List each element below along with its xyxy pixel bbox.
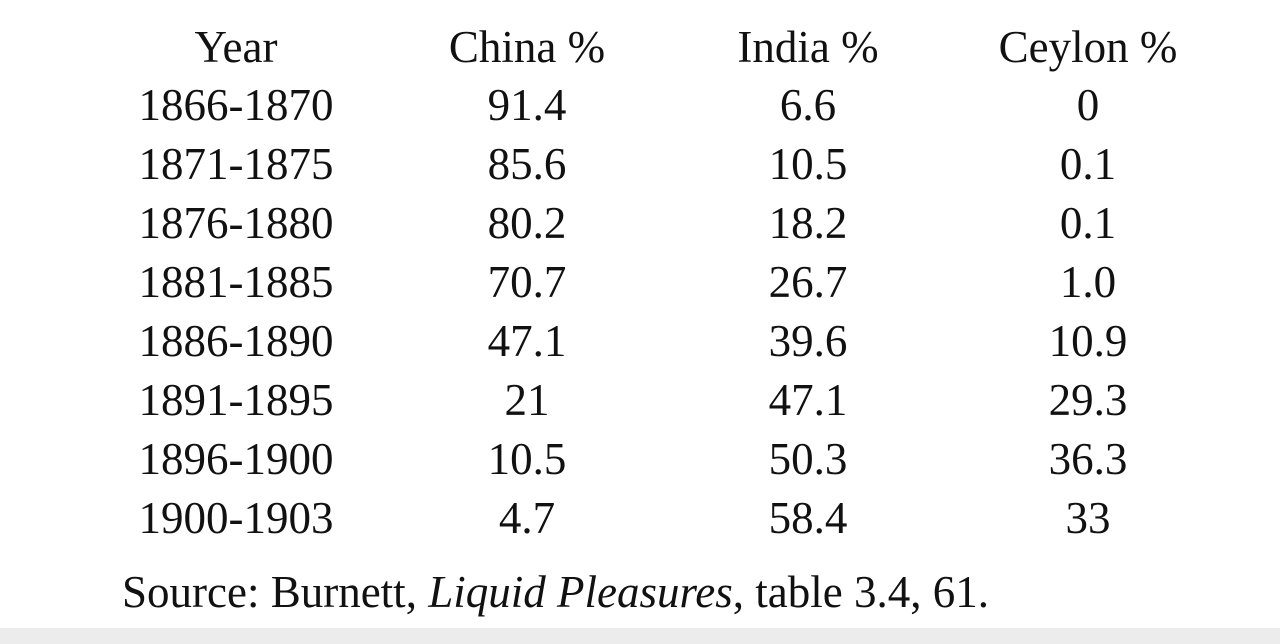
table-cell: 47.1	[487, 316, 567, 366]
table-cell: 26.7	[768, 257, 848, 307]
table-cell: 18.2	[768, 198, 848, 248]
table-cell: 10.9	[1048, 316, 1128, 366]
table-cell: 1871-1875	[138, 139, 334, 189]
table-cell: 85.6	[487, 139, 567, 189]
table-cell: 91.4	[487, 80, 567, 130]
table-cell: 80.2	[487, 198, 567, 248]
table-cell: 1876-1880	[138, 198, 334, 248]
header-cell: Year	[194, 22, 278, 72]
source-title: Liquid Pleasures	[428, 567, 733, 617]
table-cell: 50.3	[768, 434, 848, 484]
table-cell: 0	[1076, 80, 1100, 130]
table-cell: 70.7	[487, 257, 567, 307]
table-cell: 39.6	[768, 316, 848, 366]
bottom-strip	[0, 628, 1280, 644]
table-cell: 29.3	[1048, 375, 1128, 425]
source-suffix: , table 3.4, 61.	[732, 567, 989, 617]
source: Source: Burnett, Liquid Pleasures, table…	[122, 567, 989, 617]
table-cell: 10.5	[487, 434, 567, 484]
table-cell: 10.5	[768, 139, 848, 189]
table-cell: 1.0	[1059, 257, 1117, 307]
table-cell: 6.6	[779, 80, 837, 130]
table-cell: 33	[1065, 493, 1111, 543]
source-prefix: Source: Burnett,	[122, 567, 429, 617]
table-cell: 36.3	[1048, 434, 1128, 484]
header-cell: China %	[448, 22, 606, 72]
table-cell: 1891-1895	[138, 375, 334, 425]
header-cell: India %	[737, 22, 879, 72]
table-cell: 58.4	[768, 493, 848, 543]
table-cell: 4.7	[498, 493, 556, 543]
table-cell: 1881-1885	[138, 257, 334, 307]
header-cell: Ceylon %	[998, 22, 1178, 72]
table-cell: 21	[504, 375, 550, 425]
table-cell: 1866-1870	[138, 80, 334, 130]
table-cell: 1896-1900	[138, 434, 334, 484]
table-cell: 1900-1903	[138, 493, 334, 543]
table-cell: 1886-1890	[138, 316, 334, 366]
table-cell: 47.1	[768, 375, 848, 425]
table-cell: 0.1	[1059, 139, 1117, 189]
table-cell: 0.1	[1059, 198, 1117, 248]
